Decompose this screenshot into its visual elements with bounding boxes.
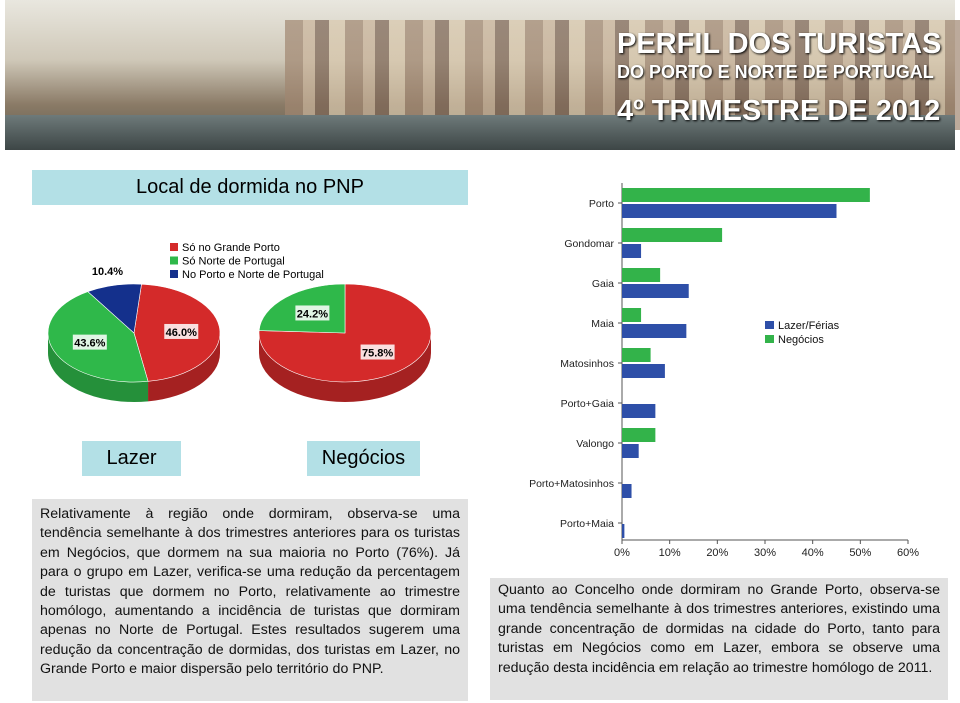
value-label-bg — [360, 344, 395, 360]
y-tick-label: Porto+Gaia — [561, 398, 615, 410]
x-tick-label: 20% — [706, 547, 728, 559]
y-tick-label: Porto+Matosinhos — [529, 478, 614, 490]
bar — [622, 284, 689, 298]
legend-label: Só no Grande Porto — [182, 242, 280, 254]
legend-label: Só Norte de Portugal — [182, 256, 285, 268]
legend-label: No Porto e Norte de Portugal — [182, 269, 324, 281]
banner-subtitle: DO PORTO E NORTE DE PORTUGAL — [617, 62, 934, 82]
x-tick-label: 10% — [659, 547, 681, 559]
banner-photo — [5, 115, 955, 150]
bar — [622, 308, 642, 322]
x-tick-label: 30% — [754, 547, 776, 559]
y-tick-label: Porto+Maia — [560, 518, 614, 530]
value-label: 75.8% — [362, 348, 393, 360]
right-text: Quanto ao Concelho onde dormiram no Gran… — [490, 578, 948, 700]
banner: PERFIL DOS TURISTAS DO PORTO E NORTE DE … — [5, 0, 960, 150]
legend-swatch — [765, 321, 774, 329]
x-tick-label: 0% — [614, 547, 630, 559]
y-tick-label: Valongo — [576, 438, 614, 450]
value-label-bg — [295, 305, 330, 321]
y-tick-label: Matosinhos — [560, 358, 614, 370]
legend-swatch — [765, 335, 774, 343]
value-label-bg — [90, 263, 125, 279]
y-tick-label: Gaia — [592, 278, 614, 290]
bar — [622, 364, 665, 378]
y-tick-label: Maia — [591, 318, 614, 330]
pie-slice — [87, 283, 142, 334]
y-tick-label: Porto — [589, 198, 614, 210]
pie-title: Lazer — [82, 441, 181, 476]
bar — [622, 404, 656, 418]
legend-label: Negócios — [778, 334, 824, 346]
legend-swatch — [170, 270, 178, 278]
banner-photo — [285, 20, 960, 130]
bar — [622, 228, 723, 242]
left-text: Relativamente à região onde dormiram, ob… — [32, 499, 468, 701]
bar — [622, 524, 625, 538]
section-title: Local de dormida no PNP — [32, 170, 468, 205]
value-label: 46.0% — [166, 327, 197, 339]
value-label: 24.2% — [297, 308, 328, 320]
pie-side — [259, 333, 431, 402]
value-label-bg — [72, 334, 107, 350]
pie-title: Negócios — [307, 441, 420, 476]
value-label: 43.6% — [74, 338, 105, 350]
legend-swatch — [170, 243, 178, 251]
bar — [622, 348, 651, 362]
pie-side — [148, 333, 220, 402]
bar — [622, 204, 837, 218]
bar — [622, 444, 639, 458]
value-label-bg — [164, 323, 199, 339]
pie-side — [48, 333, 149, 402]
banner-period: 4º TRIMESTRE DE 2012 — [617, 95, 941, 127]
bar — [622, 484, 632, 498]
banner-title: PERFIL DOS TURISTAS — [617, 28, 942, 60]
bar — [622, 188, 870, 202]
x-tick-label: 50% — [849, 547, 871, 559]
bar — [622, 244, 642, 258]
bar — [622, 268, 661, 282]
bar — [622, 428, 656, 442]
x-tick-label: 40% — [802, 547, 824, 559]
legend-swatch — [170, 256, 178, 265]
x-tick-label: 60% — [897, 547, 919, 559]
y-tick-label: Gondomar — [564, 238, 614, 250]
bar — [622, 324, 687, 338]
legend-label: Lazer/Férias — [778, 320, 840, 332]
value-label: 10.4% — [92, 266, 123, 278]
